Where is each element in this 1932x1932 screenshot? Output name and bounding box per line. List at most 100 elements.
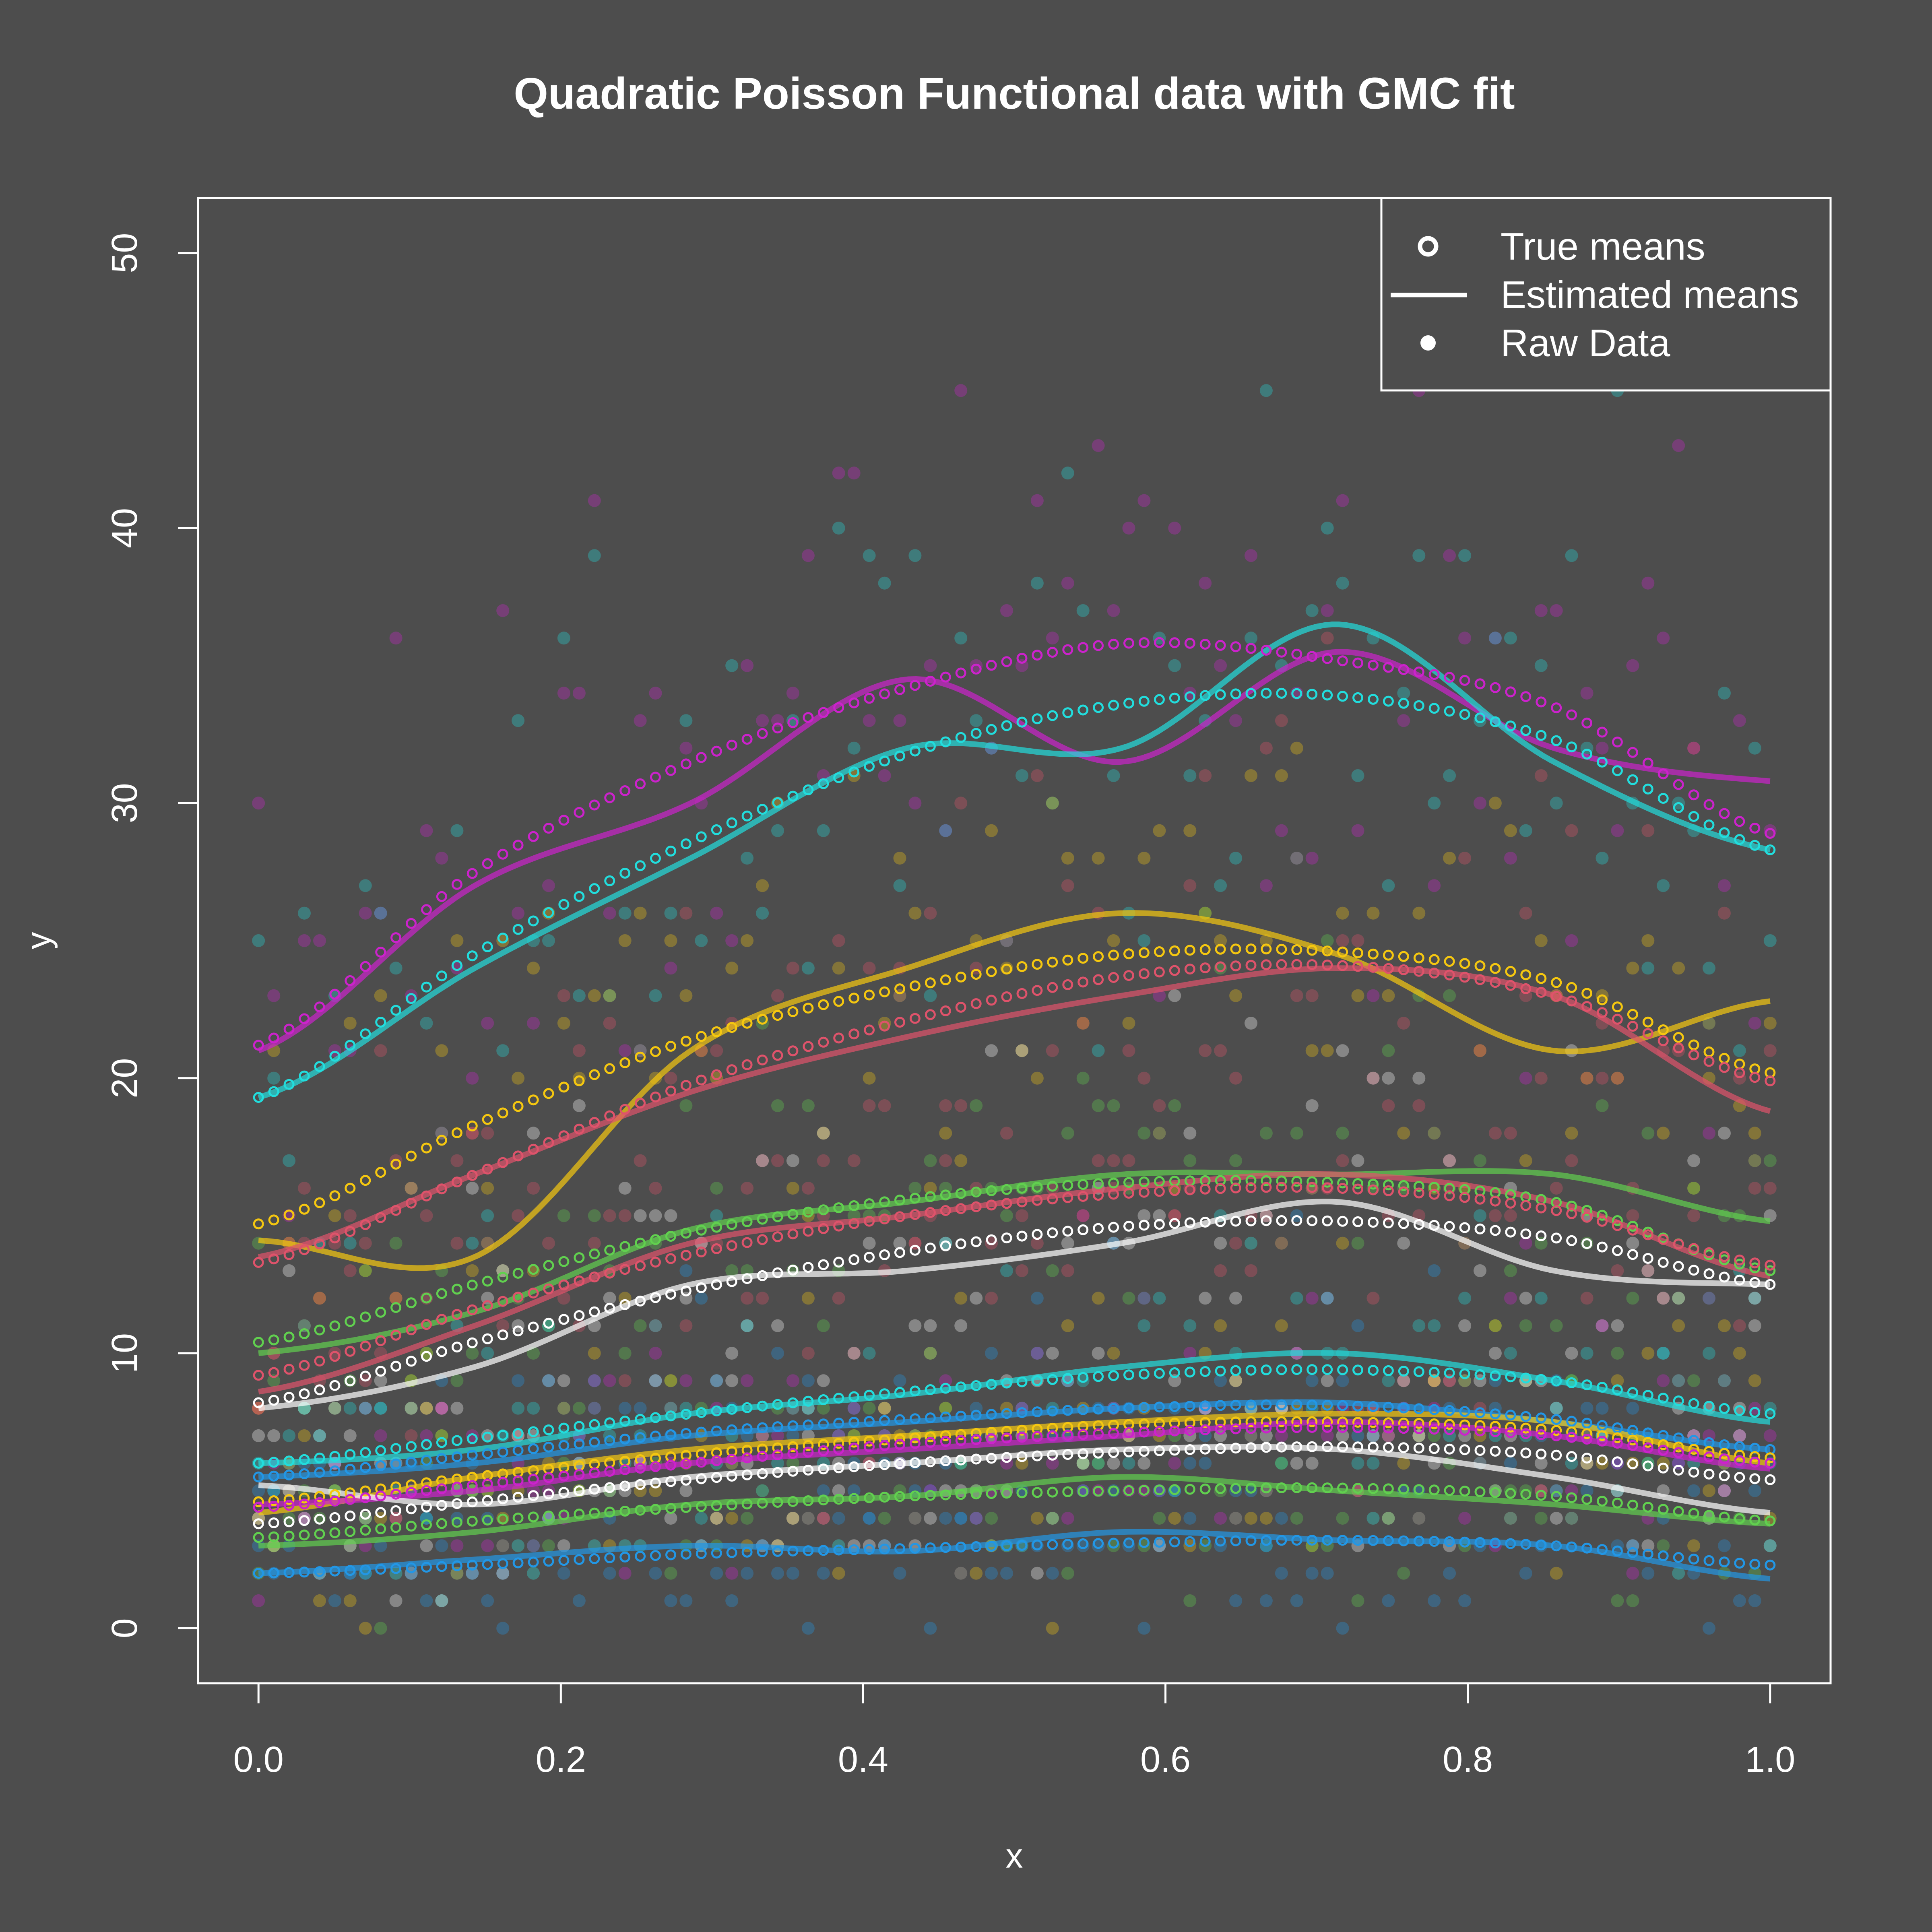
true-mean-point	[680, 838, 691, 849]
true-mean-point	[879, 1249, 890, 1260]
raw-data-point	[1397, 1567, 1410, 1580]
raw-data-point	[695, 1292, 708, 1305]
true-mean-point	[466, 1433, 478, 1444]
true-mean-point	[421, 1319, 432, 1330]
true-mean-point	[604, 1063, 615, 1074]
raw-data-point	[1107, 1154, 1120, 1167]
true-mean-point	[1474, 960, 1486, 971]
true-mean-point	[1398, 1442, 1409, 1453]
true-mean-point	[466, 1496, 478, 1508]
true-mean-point	[619, 867, 631, 879]
true-mean-point	[299, 1567, 310, 1578]
true-mean-point	[1749, 1514, 1761, 1525]
raw-data-point	[1061, 466, 1074, 480]
true-mean-series	[253, 1441, 1776, 1530]
true-mean-point	[421, 1519, 432, 1530]
true-mean-point	[1536, 1540, 1547, 1551]
raw-data-point	[1321, 1374, 1334, 1387]
true-mean-point	[1383, 1217, 1394, 1228]
true-mean-point	[818, 1204, 829, 1216]
true-mean-point	[1138, 968, 1150, 979]
raw-data-point	[1488, 1209, 1502, 1222]
raw-data-point	[557, 1374, 570, 1387]
raw-data-point	[1443, 1154, 1456, 1167]
raw-data-point	[801, 549, 815, 562]
true-mean-point	[345, 1487, 356, 1499]
raw-data-point	[1504, 824, 1517, 837]
raw-data-point	[1076, 1374, 1090, 1387]
true-mean-point	[1276, 943, 1287, 955]
raw-data-point	[1321, 632, 1334, 645]
raw-data-point	[1061, 1567, 1074, 1580]
true-mean-point	[787, 1209, 799, 1220]
raw-data-point	[389, 962, 402, 975]
true-mean-point	[253, 1337, 264, 1348]
true-mean-point	[1551, 1205, 1562, 1216]
true-mean-point	[1703, 1468, 1715, 1480]
raw-data-point	[1580, 1292, 1593, 1305]
true-mean-point	[1536, 973, 1547, 984]
true-mean-point	[1459, 1222, 1470, 1233]
true-mean-point	[1444, 1424, 1455, 1435]
raw-data-point	[1763, 1044, 1777, 1057]
raw-data-point	[1763, 1539, 1777, 1552]
true-mean-point	[299, 1468, 310, 1479]
raw-data-point	[283, 1429, 296, 1442]
true-mean-point	[711, 1026, 722, 1037]
true-mean-point	[436, 1500, 447, 1511]
true-mean-point	[787, 1006, 799, 1017]
true-mean-point	[375, 1445, 386, 1456]
true-mean-point	[1016, 1407, 1028, 1418]
true-mean-point	[1566, 709, 1577, 720]
true-mean-point	[1612, 1497, 1623, 1509]
true-mean-point	[421, 1351, 432, 1362]
raw-data-point	[1458, 1319, 1472, 1332]
true-mean-point	[787, 1448, 799, 1459]
true-mean-point	[940, 1430, 951, 1441]
true-mean-point	[650, 1550, 661, 1561]
true-mean-point	[909, 1543, 921, 1554]
true-mean-point	[390, 1205, 402, 1216]
true-mean-point	[1077, 704, 1089, 716]
raw-data-point	[1504, 1264, 1517, 1277]
raw-data-point	[1030, 494, 1044, 507]
raw-data-point	[679, 1319, 693, 1332]
raw-data-point	[1443, 989, 1456, 1002]
true-mean-point	[1352, 1417, 1363, 1428]
true-mean-point	[925, 1207, 936, 1218]
true-mean-point	[512, 1557, 524, 1569]
true-mean-point	[787, 1496, 799, 1507]
raw-data-point	[481, 1209, 494, 1222]
raw-data-point	[1748, 1127, 1761, 1140]
raw-data-point	[954, 797, 968, 810]
true-mean-point	[345, 1226, 356, 1237]
true-mean-point	[665, 1231, 676, 1242]
true-mean-point	[329, 1380, 341, 1391]
true-mean-point	[803, 1003, 814, 1014]
raw-data-point	[939, 1127, 952, 1140]
raw-data-point	[481, 1127, 494, 1140]
raw-data-point	[1611, 1071, 1624, 1085]
raw-data-point	[1504, 1457, 1517, 1470]
true-mean-point	[406, 1197, 417, 1209]
true-mean-point	[512, 1150, 524, 1162]
raw-data-point	[267, 1429, 281, 1442]
true-mean-point	[1032, 1424, 1043, 1435]
raw-data-point	[1153, 1512, 1166, 1525]
true-mean-point	[1627, 1499, 1638, 1511]
true-mean-point	[1016, 1424, 1028, 1436]
true-mean-point	[406, 993, 417, 1004]
raw-data-point	[1183, 824, 1197, 837]
raw-data-point	[450, 934, 464, 947]
true-mean-point	[970, 1380, 982, 1391]
raw-data-point	[1443, 1374, 1456, 1387]
true-mean-point	[772, 1211, 783, 1222]
true-mean-point	[1368, 962, 1379, 973]
raw-data-point	[1076, 1071, 1090, 1085]
true-mean-point	[772, 1050, 783, 1061]
true-mean-point	[1428, 1182, 1440, 1193]
true-mean-point	[757, 1400, 768, 1412]
raw-data-point	[389, 632, 402, 645]
raw-data-point	[1733, 1429, 1746, 1442]
raw-data-point	[878, 769, 891, 782]
